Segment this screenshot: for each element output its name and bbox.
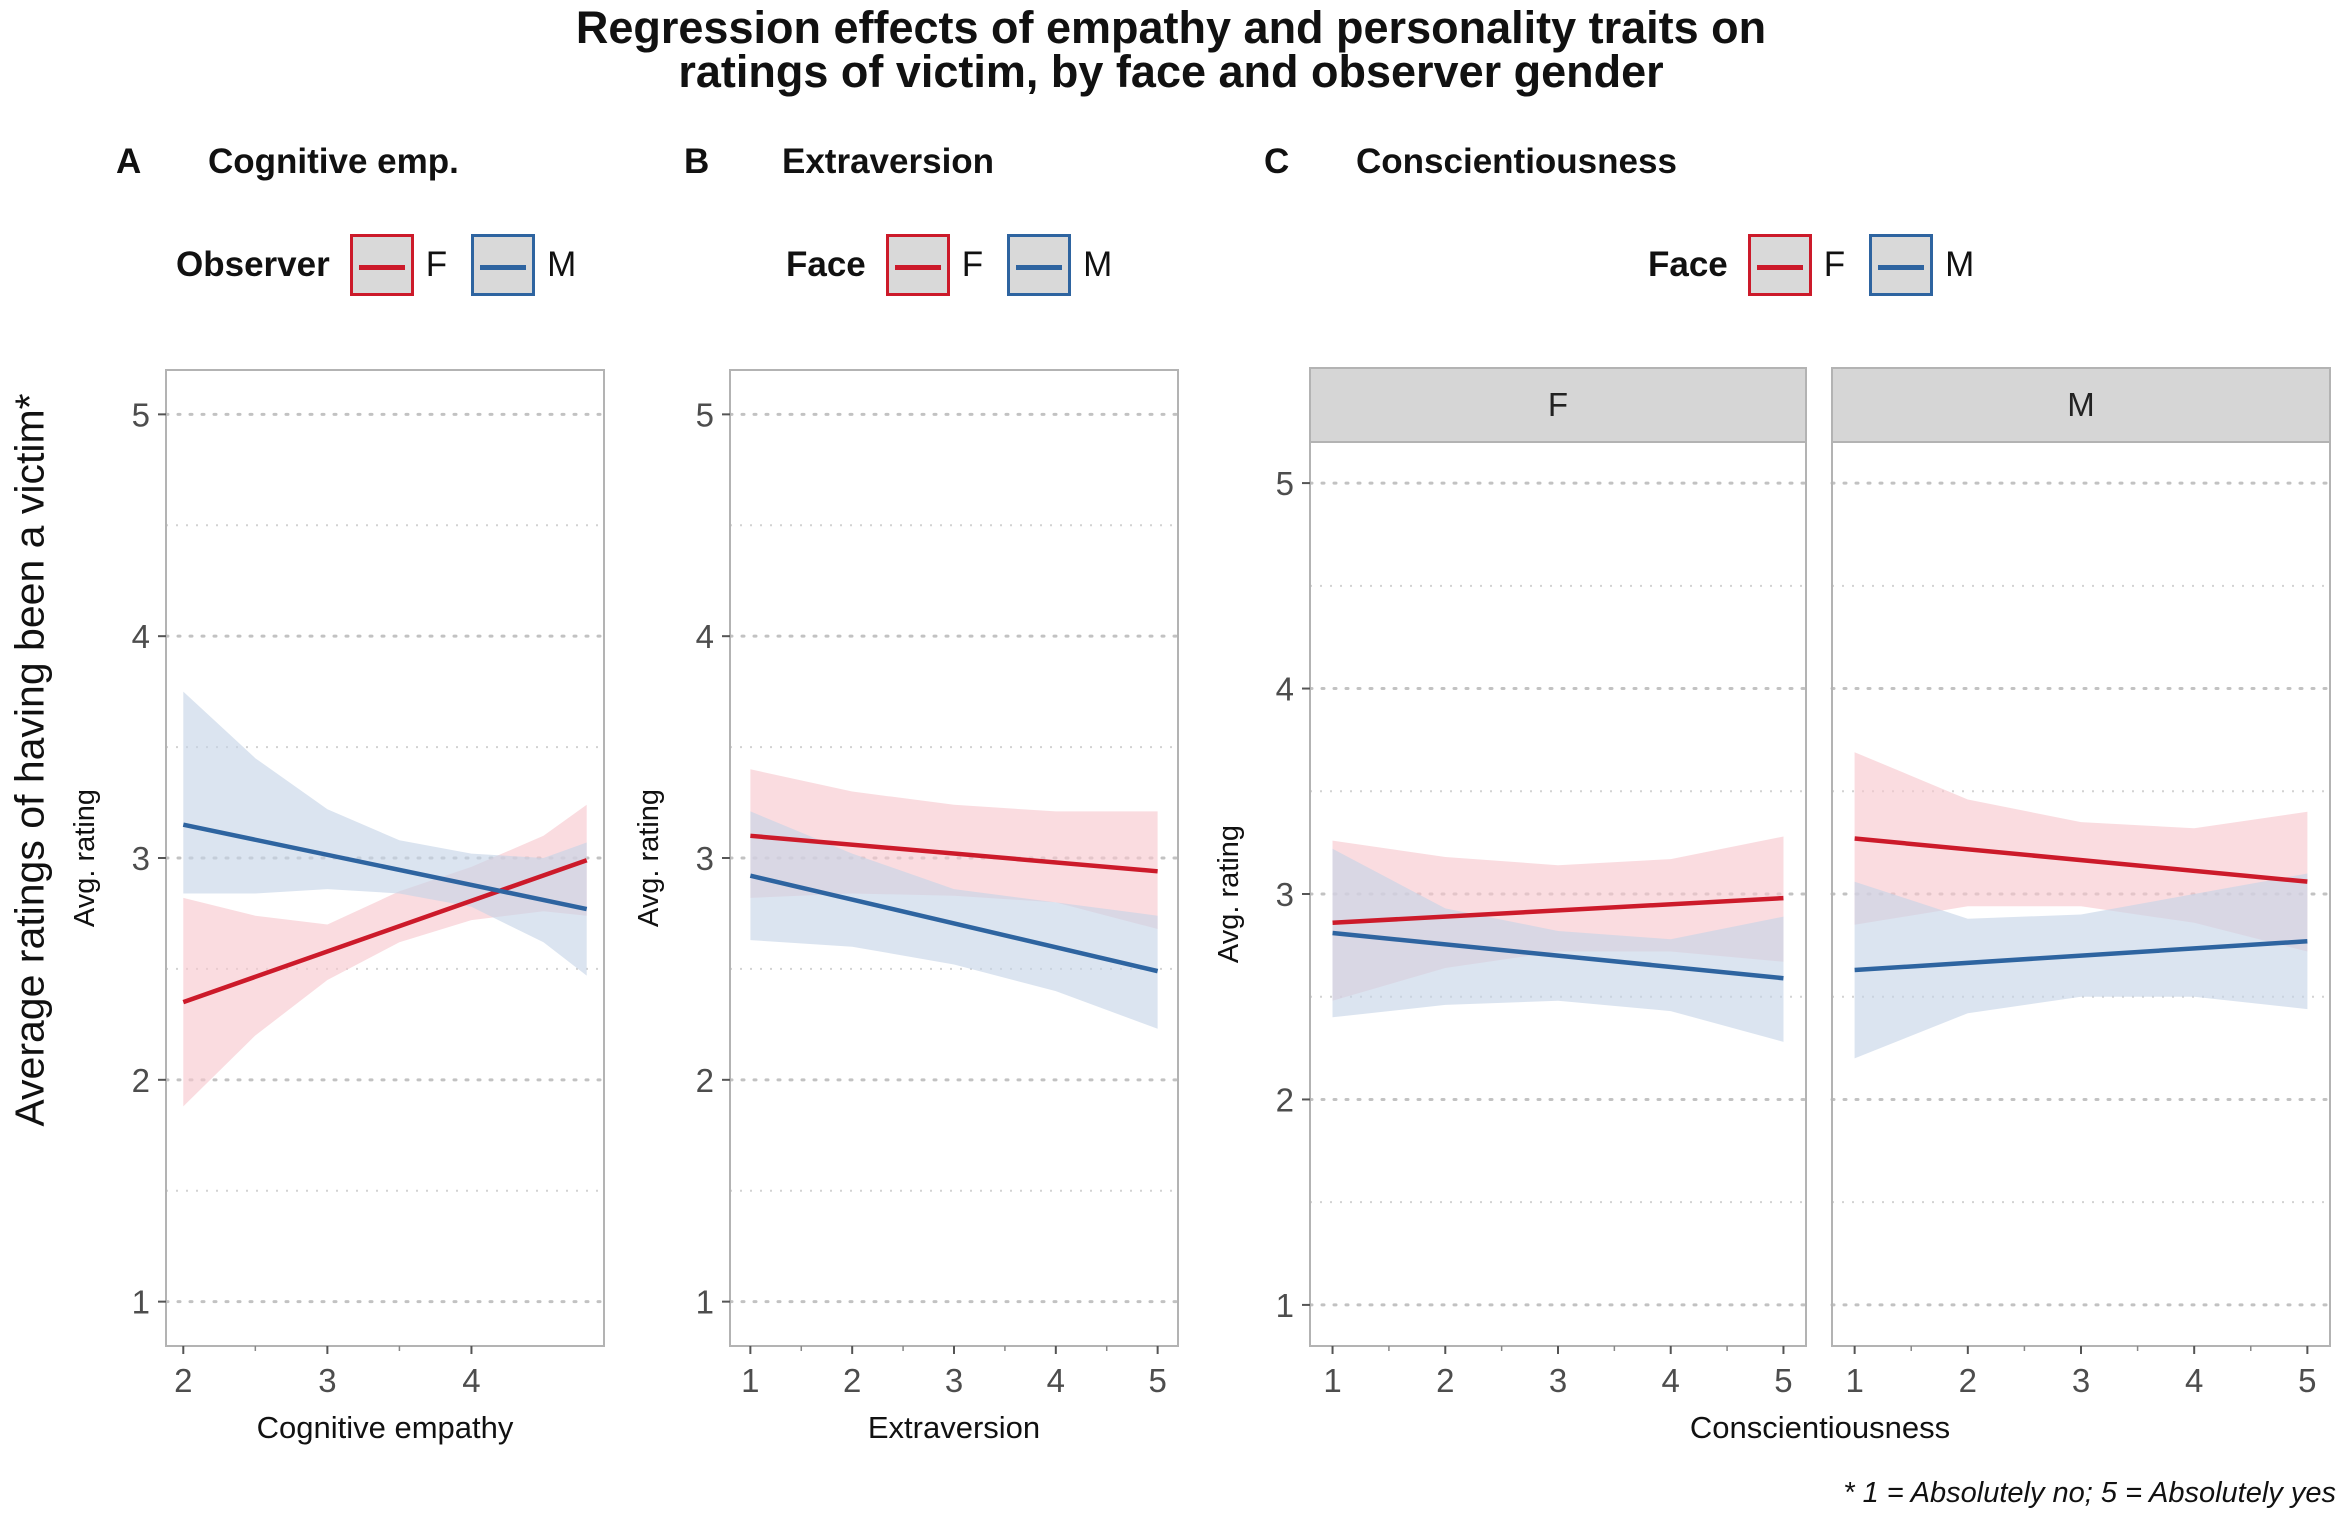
legend-panel-c: Face F M <box>1648 232 1998 298</box>
panel-b-y-tick-label: 2 <box>696 1062 714 1099</box>
panel-c-facet-m-x-tick-label: 3 <box>2072 1362 2090 1399</box>
panel-c-x-axis-label: Conscientiousness <box>1690 1410 1950 1445</box>
panel-c-facet-f-y-tick-label: 1 <box>1276 1287 1294 1324</box>
panel-b-x-tick-label: 2 <box>843 1362 861 1399</box>
legend-label-f: F <box>961 245 984 284</box>
figure-title-line-2: ratings of victim, by face and observer … <box>678 46 1664 97</box>
panel-c-facet-f-regression-line-f <box>1332 895 1784 926</box>
legend-panel-b: Face F M <box>786 232 1136 298</box>
footnote: * 1 = Absolutely no; 5 = Absolutely yes <box>1843 1477 2336 1509</box>
panel-a-plot: 1 2 3 4 5 Avg. rating 2 3 4 <box>69 369 606 1399</box>
legend-title: Face <box>1648 245 1728 284</box>
panel-a-x-tick-label: 3 <box>318 1362 336 1399</box>
panel-a-y-tick-label: 4 <box>132 618 150 655</box>
facet-strip-m <box>1831 367 2331 443</box>
facet-strip-f <box>1309 367 1807 443</box>
panel-c-facet-m-regression-line-m <box>1854 939 2308 973</box>
panel-b-x-tick-label: 4 <box>1047 1362 1065 1399</box>
panel-c-facet-m-regression-line-f <box>1854 836 2308 884</box>
panel-a-regression-line-f <box>182 858 588 1005</box>
legend-title: Observer <box>176 245 330 284</box>
facet-strip-label-f: F <box>1548 386 1568 423</box>
panel-a-title: Cognitive emp. <box>208 142 459 181</box>
panel-c-facet-f-y-tick-label: 2 <box>1276 1081 1294 1118</box>
panel-b-x-axis-label: Extraversion <box>868 1410 1040 1445</box>
panel-a-y-axis-label: Avg. rating <box>69 789 101 927</box>
legend-key-m <box>1007 234 1072 296</box>
legend-label-m: M <box>1945 245 1975 284</box>
panel-a-y-tick-label: 5 <box>132 396 150 433</box>
panel-c-facet-m-x-tick-label: 1 <box>1845 1362 1863 1399</box>
panel-c-facet-f-regression-line-m <box>1332 930 1784 981</box>
panel-c-facet-m-x-tick-label: 2 <box>1959 1362 1977 1399</box>
panel-c-facet-f-y-tick-label: 5 <box>1276 465 1294 502</box>
panel-c-facet-f-y-axis-label: Avg. rating <box>1213 825 1245 963</box>
panel-a-label: A <box>116 142 142 181</box>
panel-b-label: B <box>684 142 710 181</box>
legend-key-m <box>1869 234 1934 296</box>
legend-key-f <box>349 234 414 296</box>
panel-c-facet-f-ci-band-m <box>1332 848 1784 1042</box>
legend-label-m: M <box>1083 245 1113 284</box>
panel-b-x-tick-label: 3 <box>945 1362 963 1399</box>
panel-b-y-tick-label: 3 <box>696 840 714 877</box>
panel-b-x-tick-label: 1 <box>741 1362 759 1399</box>
panel-c-facet-m-x-tick-label: 4 <box>2185 1362 2203 1399</box>
panel-a-ci-band-m <box>183 691 587 976</box>
legend-label-f: F <box>425 245 448 284</box>
legend-title: Face <box>786 245 866 284</box>
panel-b-plot: 1 2 3 4 5 Avg. rating 1 2 3 4 5 <box>633 369 1180 1399</box>
panel-a-y-tick-label: 1 <box>132 1284 150 1321</box>
panel-c-title: Conscientiousness <box>1356 142 1677 181</box>
panel-c-facet-m-x-tick-label: 5 <box>2298 1362 2316 1399</box>
panel-b-y-tick-label: 1 <box>696 1284 714 1321</box>
panel-b-y-tick-label: 5 <box>696 396 714 433</box>
panel-c-facet-f-y-tick-label: 4 <box>1276 671 1294 708</box>
panel-c-facet-f-x-tick-label: 2 <box>1436 1362 1454 1399</box>
panel-c-facet-f-x-tick-label: 1 <box>1323 1362 1341 1399</box>
panel-a-regression-line-m <box>182 822 588 912</box>
panel-b-regression-line-m <box>749 873 1159 974</box>
panel-b-title: Extraversion <box>782 142 995 181</box>
legend-label-m: M <box>547 245 577 284</box>
panel-b-y-tick-label: 4 <box>696 618 714 655</box>
panel-c-facet-f-x-tick-label: 3 <box>1549 1362 1567 1399</box>
panel-c-facet-m-plot: 1 2 3 4 5 <box>1830 441 2332 1399</box>
panel-c-facet-f-x-tick-label: 4 <box>1662 1362 1680 1399</box>
panel-a-x-axis-label: Cognitive empathy <box>257 1410 514 1445</box>
facet-strip-label-m: M <box>2067 386 2095 423</box>
panel-a-x-tick-label: 4 <box>462 1362 480 1399</box>
panel-a-y-tick-label: 2 <box>132 1062 150 1099</box>
panel-b-x-tick-label: 5 <box>1148 1362 1166 1399</box>
panel-b-y-axis-label: Avg. rating <box>633 789 665 927</box>
panel-c-facet-f-plot: 1 2 3 4 5 Avg. rating 1 2 3 4 5 <box>1213 441 1808 1399</box>
panel-b-regression-line-f <box>750 833 1158 874</box>
legend-label-f: F <box>1823 245 1846 284</box>
panel-c-facet-m-ci-band-m <box>1854 873 2308 1059</box>
figure-title-line-1: Regression effects of empathy and person… <box>575 2 1767 53</box>
legend-key-m <box>471 234 536 296</box>
panel-c-facet-f-x-tick-label: 5 <box>1774 1362 1792 1399</box>
panel-b-ci-band-m <box>750 811 1158 1029</box>
legend-panel-a: Observer F M <box>176 232 600 298</box>
panel-c-label: C <box>1264 142 1290 181</box>
panel-a-x-tick-label: 2 <box>174 1362 192 1399</box>
legend-key-f <box>885 234 950 296</box>
panel-c-facet-f-y-tick-label: 3 <box>1276 876 1294 913</box>
panel-a-y-tick-label: 3 <box>132 840 150 877</box>
legend-key-f <box>1747 234 1812 296</box>
